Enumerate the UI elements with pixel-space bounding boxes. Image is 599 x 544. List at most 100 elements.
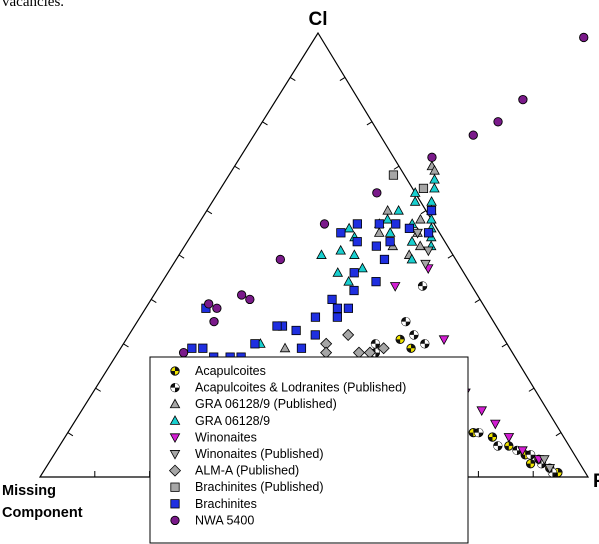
left-axis-tick xyxy=(206,210,213,215)
point-acapulcoites-lodranites-published-quarter xyxy=(537,463,542,468)
point-brachinites xyxy=(385,237,395,247)
point-gra-06128-9 xyxy=(393,204,404,215)
legend-marker-brachinites xyxy=(170,499,180,509)
point-acapulcoites-lodranites-published-quarter xyxy=(375,339,380,344)
point-nwa-5400 xyxy=(245,294,255,305)
point-acapulcoites-lodranites-published-quarter xyxy=(497,441,503,446)
point-gra-06128-9 xyxy=(382,213,393,224)
point-brachinites xyxy=(332,303,343,313)
point-gra-06128-9 xyxy=(406,236,418,246)
point-gra-06128-9 xyxy=(343,222,355,233)
point-acapulcoites-quarter xyxy=(492,432,497,438)
point-brachinites xyxy=(291,325,301,336)
point-gra-06128-9 xyxy=(349,249,360,259)
point-acapulcoites-quarter xyxy=(557,468,563,473)
point-brachinites xyxy=(352,237,362,247)
point-gra-06128-9 xyxy=(384,227,396,237)
point-gra-06128-9-published xyxy=(373,227,385,237)
legend-label-gra-06128-9: GRA 06128/9 xyxy=(195,414,270,428)
point-acapulcoites-lodranites-published-quarter xyxy=(474,432,479,437)
point-brachinites xyxy=(404,223,415,233)
point-acapulcoites-quarter xyxy=(526,463,531,468)
legend-marker-brachinites-published xyxy=(170,482,180,492)
point-brachinites-published xyxy=(418,183,429,193)
legend-label-brachinites-published: Brachinites (Published) xyxy=(195,480,324,494)
point-gra-06128-9-published xyxy=(382,204,393,215)
point-brachinites xyxy=(272,321,282,331)
point-brachinites xyxy=(391,219,401,229)
point-acapulcoites-quarter xyxy=(520,454,526,459)
point-winonaites-published xyxy=(539,455,550,465)
left-axis-tick xyxy=(289,76,296,82)
point-nwa-5400 xyxy=(579,32,589,43)
point-acapulcoites-quarter xyxy=(400,335,405,340)
point-brachinites xyxy=(332,312,342,322)
point-acapulcoites-lodranites-published-quarter xyxy=(478,428,483,433)
right-axis-tick xyxy=(366,121,373,126)
point-nwa-5400 xyxy=(468,130,478,140)
point-brachinites xyxy=(327,294,337,305)
point-winonaites-published xyxy=(544,464,556,474)
point-gra-06128-9 xyxy=(332,267,344,277)
legend-marker-acapulcoites-quarter xyxy=(175,366,180,371)
point-gra-06128-9 xyxy=(335,244,346,255)
left-axis-tick xyxy=(67,432,74,437)
legend-label-winonaites-published: Winonaites (Published) xyxy=(195,447,324,461)
legend-label-alm-a-published: ALM-A (Published) xyxy=(195,464,299,478)
right-axis-tick xyxy=(420,210,427,215)
point-acapulcoites-lodranites-published-quarter xyxy=(530,450,535,455)
point-brachinites xyxy=(371,277,381,287)
point-gra-06128-9 xyxy=(406,253,418,264)
point-acapulcoites-lodranites-published-quarter xyxy=(418,286,423,291)
left-axis-tick xyxy=(178,254,185,259)
point-nwa-5400 xyxy=(275,254,285,265)
point-alm-a-published xyxy=(342,328,355,341)
point-nwa-5400 xyxy=(427,152,437,162)
legend-label-nwa-5400: NWA 5400 xyxy=(195,513,254,527)
legend-label-acapulcoites: Acapulcoites xyxy=(195,364,266,378)
point-acapulcoites-lodranites-published-quarter xyxy=(422,281,427,287)
point-acapulcoites-lodranites-published-quarter xyxy=(413,330,419,335)
vertex-label-top: Cl xyxy=(309,9,328,30)
legend-marker-alm-a-published xyxy=(168,464,182,477)
point-gra-06128-9 xyxy=(429,182,440,193)
point-brachinites xyxy=(349,285,359,296)
point-acapulcoites-quarter xyxy=(488,437,493,442)
legend-marker-nwa-5400 xyxy=(170,515,180,526)
point-acapulcoites-quarter xyxy=(469,432,474,437)
point-nwa-5400 xyxy=(237,290,247,300)
point-brachinites xyxy=(423,228,434,238)
legend-marker-gra-06128-9-published xyxy=(169,398,181,409)
point-brachinites xyxy=(198,343,208,353)
point-acapulcoites-lodranites-published-quarter xyxy=(405,317,411,322)
point-brachinites xyxy=(336,228,346,238)
point-brachinites-published xyxy=(388,170,399,180)
point-winonaites xyxy=(517,446,528,457)
point-nwa-5400 xyxy=(209,316,219,327)
point-acapulcoites-quarter xyxy=(504,445,509,451)
point-nwa-5400 xyxy=(212,303,222,313)
point-brachinites xyxy=(349,268,359,278)
legend: Acapulcoites Acapulcoites & Lodranites (P… xyxy=(149,356,469,544)
vertex-label-left: Missing Component xyxy=(2,483,83,521)
point-gra-06128-9 xyxy=(343,275,354,286)
legend-label-winonaites: Winonaites xyxy=(195,430,257,444)
point-gra-06128-9 xyxy=(429,173,440,184)
legend-label-brachinites: Brachinites xyxy=(195,497,257,511)
vertex-labels: Cl F Missing Component xyxy=(2,9,599,521)
point-brachinites xyxy=(187,343,197,353)
legend-marker-gra-06128-9 xyxy=(169,415,181,425)
point-brachinites xyxy=(310,330,320,340)
point-winonaites-published xyxy=(420,259,431,270)
point-acapulcoites-lodranites-published-quarter xyxy=(401,321,406,326)
right-axis-tick xyxy=(339,76,346,82)
point-gra-06128-9-published xyxy=(279,342,291,353)
point-gra-06128-9 xyxy=(426,213,437,224)
point-acapulcoites-lodranites-published-quarter xyxy=(493,445,498,451)
point-acapulcoites-lodranites-published-quarter xyxy=(420,343,425,348)
point-brachinites xyxy=(296,343,307,353)
point-nwa-5400 xyxy=(204,299,214,309)
right-axis-tick xyxy=(528,387,535,392)
vertex-label-left-line: Missing xyxy=(2,483,56,499)
right-axis-tick xyxy=(555,432,562,437)
